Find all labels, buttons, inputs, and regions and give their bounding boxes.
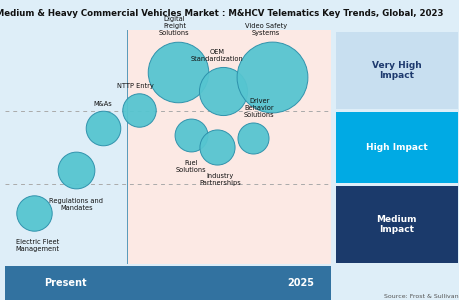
- Text: NTTP Entry: NTTP Entry: [117, 83, 153, 89]
- Point: [219, 88, 227, 93]
- Text: High Impact: High Impact: [365, 143, 427, 152]
- Text: OEM
Standardization: OEM Standardization: [190, 49, 243, 62]
- Text: Fuel
Solutions: Fuel Solutions: [175, 160, 206, 173]
- Point: [134, 107, 142, 112]
- Point: [174, 70, 181, 74]
- Point: [187, 133, 194, 138]
- Text: Medium
Impact: Medium Impact: [375, 214, 416, 234]
- Text: Global Connected Medium & Heavy Commercial Vehicles Market : M&HCV Telematics Ke: Global Connected Medium & Heavy Commerci…: [0, 9, 442, 18]
- Bar: [127, 30, 330, 264]
- Text: Electric Fleet
Management: Electric Fleet Management: [15, 239, 59, 252]
- Text: Source: Frost & Sullivan: Source: Frost & Sullivan: [384, 293, 458, 298]
- Text: Driver
Behavior
Solutions: Driver Behavior Solutions: [244, 98, 274, 118]
- Text: Very High
Impact: Very High Impact: [371, 61, 421, 80]
- Point: [268, 74, 275, 79]
- Text: Video Safety
Systems: Video Safety Systems: [244, 22, 286, 35]
- Text: Present: Present: [45, 278, 87, 288]
- Text: 2025: 2025: [286, 278, 313, 288]
- Point: [30, 210, 38, 215]
- Text: Industry
Partnerships: Industry Partnerships: [199, 173, 241, 186]
- Text: Regulations and
Mandates: Regulations and Mandates: [50, 198, 103, 211]
- Point: [213, 145, 220, 149]
- Point: [99, 126, 106, 131]
- Text: Digital
Freight
Solutions: Digital Freight Solutions: [159, 16, 189, 37]
- Point: [249, 135, 256, 140]
- Point: [73, 168, 80, 173]
- Text: M&As: M&As: [93, 101, 112, 107]
